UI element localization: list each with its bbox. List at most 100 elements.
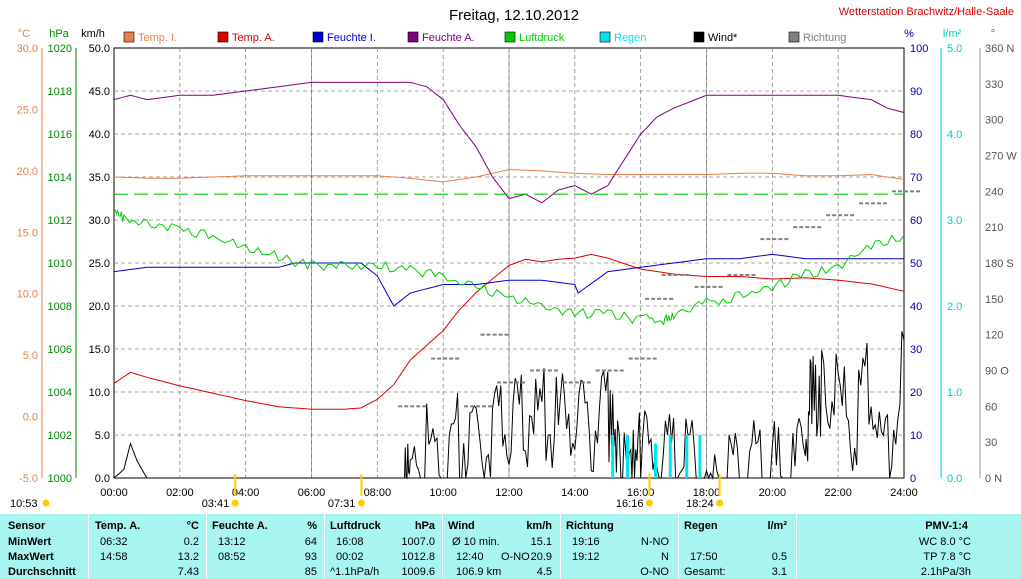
tick-label-degrees: 330 <box>985 79 1003 91</box>
legend-label: Temp. I. <box>138 32 177 44</box>
legend-swatch <box>217 31 229 43</box>
tick-label-kmh: 30.0 <box>89 215 110 227</box>
tick-label-degrees: 30 <box>985 437 997 449</box>
series-temp_i <box>113 169 905 183</box>
rain-bar <box>611 435 615 478</box>
tick-label-kmh: 10.0 <box>89 387 110 399</box>
tick-label-percent: 0 <box>910 473 916 485</box>
x-tick-label: 04:00 <box>232 487 260 499</box>
tick-label-degrees: 60 <box>985 401 997 413</box>
sun-icon <box>645 499 653 507</box>
tick-label-hpa: 1012 <box>48 215 72 227</box>
tick-label-degrees: 120 <box>985 330 1003 342</box>
tick-label-degrees: 150 <box>985 294 1003 306</box>
tick-label-degrees: 210 <box>985 222 1003 234</box>
sun-icon <box>42 499 50 507</box>
stats-wind-header: Wind <box>448 520 475 532</box>
stats-pmv-header: PMV-1:4 <box>925 520 968 532</box>
rain-bar <box>653 443 657 478</box>
stats-regen-unit: l/m² <box>767 520 787 532</box>
tick-label-hpa: 1000 <box>48 473 72 485</box>
stats-pmv-trend: 2.1hPa/3h <box>920 566 971 578</box>
tick-label-percent: 40 <box>910 301 922 313</box>
tick-label-kmh: 45.0 <box>89 86 110 98</box>
sun-time-label: 03:41 <box>202 498 230 510</box>
stats-luftdruck-min-time: 16:08 <box>336 536 364 548</box>
tick-label-percent: 90 <box>910 86 922 98</box>
tick-label-celsius: 30.0 <box>17 43 38 55</box>
stats-temp-avg-value: 7.43 <box>177 566 199 578</box>
stats-feuchte-max-time: 08:52 <box>218 551 246 563</box>
x-tick-label: 20:00 <box>759 487 787 499</box>
stats-temp-header: Temp. A. <box>95 520 141 532</box>
tick-label-kmh: 35.0 <box>89 172 110 184</box>
stats-regen-max-value: 0.5 <box>771 551 787 563</box>
legend-label: Temp. A. <box>232 32 275 44</box>
axis-unit-kmh: km/h <box>81 28 105 40</box>
stats-richtung-avg-value: O-NO <box>640 566 669 578</box>
tick-label-hpa: 1018 <box>48 86 72 98</box>
tick-label-hpa: 1004 <box>48 387 72 399</box>
left-axes: -5.0 0.0 5.0 10.0 15.0 20.0 25.0 30.0 1000 1002 10… <box>17 43 110 485</box>
axis-unit-celsius: °C <box>18 28 30 40</box>
tick-label-degrees: 180 S <box>985 258 1014 270</box>
series-wind <box>113 331 905 480</box>
tick-label-lm2: 4.0 <box>947 129 962 141</box>
chart-grid <box>114 48 904 478</box>
tick-label-degrees: 0 N <box>985 473 1002 485</box>
x-tick-label: 24:00 <box>890 487 918 499</box>
tick-label-percent: 10 <box>910 430 922 442</box>
tick-label-hpa: 1010 <box>48 258 72 270</box>
tick-label-lm2: 1.0 <box>947 387 962 399</box>
x-tick-label: 18:00 <box>693 487 721 499</box>
stats-feuchte-min-value: 64 <box>304 536 317 548</box>
tick-label-celsius: 15.0 <box>17 227 38 239</box>
axis-unit-hpa: hPa <box>49 28 69 40</box>
legend-label: Regen <box>614 32 646 44</box>
legend-label: Feuchte A. <box>422 32 475 44</box>
tick-label-percent: 30 <box>910 344 922 356</box>
chart-legend: Temp. I. Temp. A. Feuchte I. Feuchte A. Luft… <box>123 31 846 44</box>
stats-luftdruck-max-value: 1012.8 <box>401 551 435 563</box>
stats-wind-avg-label: Ø 10 min. <box>452 536 500 548</box>
rain-bar <box>698 435 702 478</box>
tick-label-hpa: 1014 <box>48 172 72 184</box>
sun-time-label: 10:53 <box>10 498 38 510</box>
chart-title: Freitag, 12.10.2012 <box>449 7 579 24</box>
x-tick-label: 14:00 <box>561 487 589 499</box>
axis-unit-degrees: ° <box>991 28 995 40</box>
tick-label-lm2: 5.0 <box>947 43 962 55</box>
sun-icon <box>716 499 724 507</box>
tick-label-degrees: 300 <box>985 115 1003 127</box>
legend-label: Richtung <box>803 32 846 44</box>
legend-label: Luftdruck <box>519 32 565 44</box>
tick-label-celsius: 25.0 <box>17 104 38 116</box>
series-layer <box>113 81 920 480</box>
stats-richtung-min-time: 19:16 <box>572 536 600 548</box>
tick-label-degrees: 360 N <box>985 43 1014 55</box>
stats-wind-unit: km/h <box>526 520 552 532</box>
tick-label-hpa: 1008 <box>48 301 72 313</box>
tick-label-kmh: 25.0 <box>89 258 110 270</box>
tick-label-celsius: 10.0 <box>17 289 38 301</box>
stats-temp-min-value: 0.2 <box>183 536 199 548</box>
legend-swatch <box>693 31 705 43</box>
tick-label-percent: 70 <box>910 172 922 184</box>
stats-min-label: MinWert <box>8 536 52 548</box>
rain-bar <box>626 435 629 478</box>
series-feuchte_i <box>113 253 904 307</box>
stats-wind-avg-value: 15.1 <box>530 536 552 548</box>
tick-label-hpa: 1016 <box>48 129 72 141</box>
sun-time-label: 18:24 <box>686 498 714 510</box>
tick-label-hpa: 1020 <box>48 43 72 55</box>
tick-label-percent: 100 <box>910 43 928 55</box>
tick-label-celsius: 5.0 <box>23 350 38 362</box>
tick-label-kmh: 50.0 <box>89 43 110 55</box>
stats-richtung-header: Richtung <box>566 520 614 532</box>
tick-label-degrees: 90 O <box>985 366 1009 378</box>
tick-label-kmh: 20.0 <box>89 301 110 313</box>
stats-richtung-min-value: N-NO <box>640 536 669 548</box>
stats-luftdruck-header: Luftdruck <box>330 520 381 532</box>
stats-avg-label: Durchschnitt <box>8 566 76 578</box>
tick-label-kmh: 0.0 <box>95 473 110 485</box>
